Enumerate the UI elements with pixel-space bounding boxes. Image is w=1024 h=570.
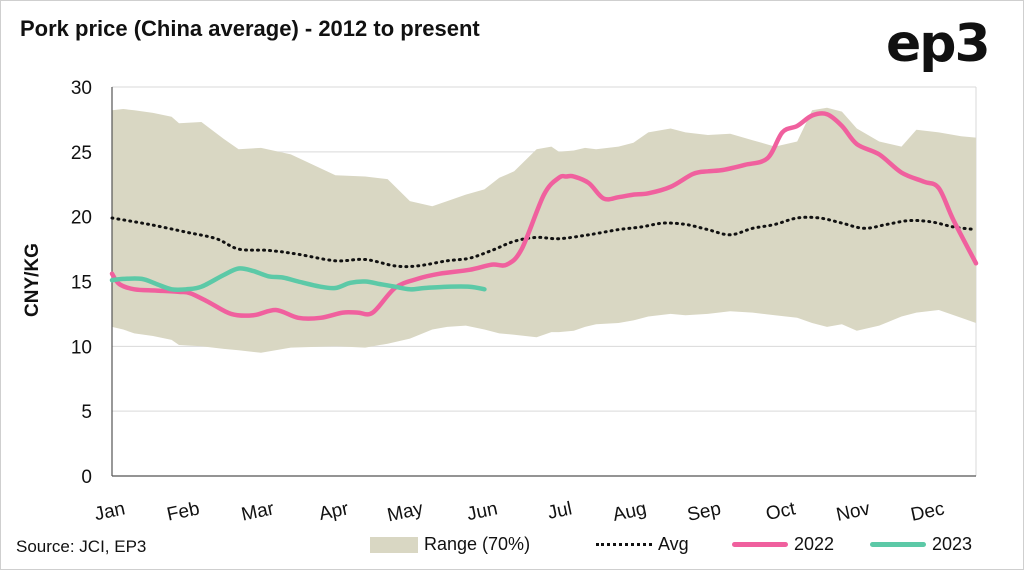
y-tick-label: 5 (81, 402, 92, 423)
legend-swatch-range (370, 536, 418, 553)
x-tick-label: Dec (909, 498, 946, 526)
legend-item-avg: Avg (596, 534, 689, 555)
legend-item-2022: 2022 (732, 534, 834, 555)
x-tick-label: Nov (834, 498, 872, 526)
x-tick-label: Aug (611, 498, 648, 526)
y-tick-label: 30 (71, 78, 92, 99)
x-tick-label: Jun (465, 498, 499, 525)
x-tick-label: Oct (764, 498, 798, 525)
legend-label-2022: 2022 (794, 534, 835, 554)
x-tick-labels: Jan Feb Mar Apr May Jun Jul Aug Sep Oct Nov Dec (93, 498, 947, 526)
ep3-logo: ep3 (886, 14, 991, 74)
x-tick-label: Apr (317, 498, 351, 525)
legend-swatch-2023 (870, 542, 926, 547)
series-lines (109, 111, 979, 321)
series-2023-line (109, 266, 487, 293)
x-tick-label: May (385, 498, 425, 526)
legend-label-avg: Avg (658, 534, 689, 554)
legend-label-2023: 2023 (932, 534, 973, 554)
y-tick-label: 0 (81, 467, 92, 488)
x-tick-label: Jul (546, 498, 574, 524)
source-note: Source: JCI, EP3 (16, 537, 147, 556)
y-tick-label: 25 (71, 143, 92, 164)
x-tick-label: Sep (685, 498, 722, 526)
legend-item-range: Range (70%) (370, 534, 530, 555)
series-2022-line (109, 111, 979, 321)
legend-item-2023: 2023 (870, 534, 972, 555)
legend-swatch-2022 (732, 542, 788, 547)
y-tick-label: 20 (71, 208, 92, 229)
y-tick-label: 15 (71, 273, 92, 294)
y-tick-labels: 0 5 10 15 20 25 30 (71, 78, 92, 488)
chart-title: Pork price (China average) - 2012 to pre… (20, 16, 480, 41)
legend-swatch-avg (596, 543, 652, 546)
x-tick-label: Feb (165, 498, 201, 525)
range-band (112, 107, 976, 353)
legend-label-range: Range (70%) (424, 534, 531, 554)
avg-line (110, 215, 978, 269)
y-axis-label: CNY/KG (22, 243, 43, 317)
x-tick-label: Jan (93, 498, 127, 525)
x-tick-label: Mar (240, 498, 277, 525)
y-tick-label: 10 (71, 337, 92, 358)
